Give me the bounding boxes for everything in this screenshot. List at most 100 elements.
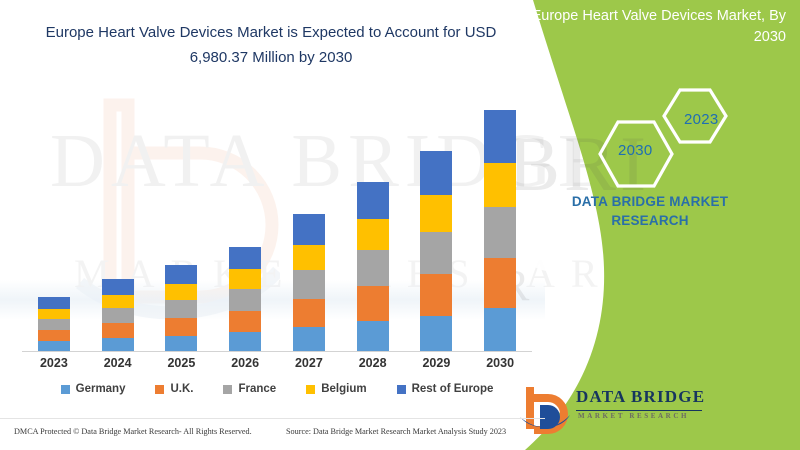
bar-slot [213,97,277,351]
bar-segment-france [101,308,134,323]
bar-slot [86,97,150,351]
bar-segment-belgium [292,244,325,270]
x-axis-label-2028: 2028 [358,356,387,370]
bar-segment-france [420,231,453,274]
bar-segment-germany [37,341,70,351]
legend-item-u-k-[interactable]: U.K. [155,383,193,395]
panel-title: Europe Heart Valve Devices Market, By 20… [531,8,786,45]
bar-segment-france [229,288,262,311]
data-bridge-logo: DATA BRIDGE MARKET RESEARCH [518,385,738,437]
x-axis-label-2027: 2027 [294,356,323,370]
bar-slot [468,97,532,351]
bar-segment-u-k- [229,310,262,332]
stacked-bar-2027[interactable] [292,214,325,351]
bar-segment-rest-of-europe [356,182,389,219]
footer-divider [0,418,545,419]
bar-segment-u-k- [484,258,517,308]
legend-swatch-icon [60,384,70,394]
stacked-bar-2030[interactable] [484,110,517,351]
bar-segment-germany [292,326,325,351]
hexagon-badge-group: 2030 2023 [596,86,756,196]
legend-swatch-icon [306,384,316,394]
bar-segment-rest-of-europe [420,151,453,195]
stacked-bar-2025[interactable] [165,265,198,351]
bar-segment-rest-of-europe [229,247,262,269]
bar-segment-belgium [420,194,453,232]
bar-segment-germany [484,308,517,351]
bar-segment-germany [101,338,134,351]
legend-item-germany[interactable]: Germany [60,383,125,395]
hexagon-outline-icon [598,88,728,188]
bar-segment-belgium [484,163,517,207]
bar-segment-u-k- [292,298,325,327]
chart-legend: Germany U.K. France Belgium Rest of Europe [22,383,532,395]
bar-segment-germany [165,335,198,351]
bar-segment-belgium [229,269,262,289]
legend-label: U.K. [170,383,194,395]
bar-segment-rest-of-europe [484,110,517,163]
logo-subtitle: MARKET RESEARCH [578,412,690,420]
bar-segment-belgium [356,219,389,250]
bar-segment-u-k- [101,323,134,338]
x-axis-label-2030: 2030 [486,356,515,370]
headline-title: Europe Heart Valve Devices Market is Exp… [45,24,497,66]
legend-swatch-icon [155,384,165,394]
legend-label: Rest of Europe [411,383,494,395]
legend-swatch-icon [396,384,406,394]
bar-segment-u-k- [165,317,198,336]
bar-segment-belgium [101,295,134,308]
legend-label: France [238,383,277,395]
x-axis-label-2025: 2025 [167,356,196,370]
panel-brand-text: DATA BRIDGE MARKET RESEARCH [571,194,729,228]
stacked-bar-2028[interactable] [356,182,389,351]
legend-swatch-icon [223,384,233,394]
bar-segment-belgium [37,309,70,319]
stacked-bar-2023[interactable] [37,297,70,351]
legend-item-france[interactable]: France [223,383,276,395]
logo-rule [576,410,702,411]
bar-segment-belgium [165,283,198,300]
footer-dmca-notice: DMCA Protected © Data Bridge Market Rese… [14,427,252,436]
x-axis-label-2024: 2024 [103,356,132,370]
stacked-bar-2026[interactable] [229,247,262,351]
legend-item-belgium[interactable]: Belgium [306,383,367,395]
stacked-bar-2024[interactable] [101,279,134,351]
svg-text:BRI: BRI [508,120,650,207]
bar-segment-france [37,318,70,330]
hex-label-2023: 2023 [684,111,719,128]
bar-segment-rest-of-europe [101,279,134,295]
bar-slot [150,97,214,351]
bar-slot [405,97,469,351]
bar-segment-germany [420,315,453,351]
green-panel-shape: BRI R [500,0,800,450]
stacked-bar-2029[interactable] [420,151,453,351]
legend-label: Belgium [321,383,367,395]
green-side-panel: BRI R Europe Heart Valve Devices Market,… [500,0,800,450]
stacked-bar-chart [22,96,532,352]
hex-label-2030: 2030 [618,142,653,159]
logo-wordmark: DATA BRIDGE [576,387,706,406]
x-axis-label-2029: 2029 [422,356,451,370]
bar-segment-germany [229,332,262,351]
bar-segment-rest-of-europe [165,265,198,284]
legend-item-rest-of-europe[interactable]: Rest of Europe [396,383,494,395]
bar-slot [277,97,341,351]
footer-source-note: Source: Data Bridge Market Research Mark… [286,427,507,436]
bar-segment-france [165,299,198,318]
chart-bars [22,97,532,351]
bar-segment-u-k- [420,274,453,316]
bar-segment-france [356,250,389,286]
x-axis-label-2023: 2023 [39,356,68,370]
bar-segment-u-k- [356,286,389,321]
bar-slot [341,97,405,351]
bar-segment-u-k- [37,329,70,341]
bar-slot [22,97,86,351]
bar-segment-rest-of-europe [292,214,325,245]
bar-segment-france [484,207,517,258]
bar-segment-germany [356,320,389,351]
chart-axis-line [22,351,532,352]
chart-x-axis-labels: 2023 2024 2025 2026 2027 2028 2029 2030 [22,356,532,370]
bar-segment-france [292,269,325,299]
x-axis-label-2026: 2026 [231,356,260,370]
